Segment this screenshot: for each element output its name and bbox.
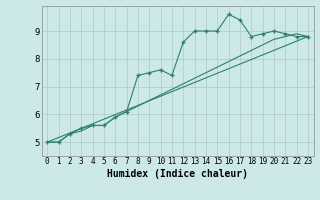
X-axis label: Humidex (Indice chaleur): Humidex (Indice chaleur) [107,169,248,179]
